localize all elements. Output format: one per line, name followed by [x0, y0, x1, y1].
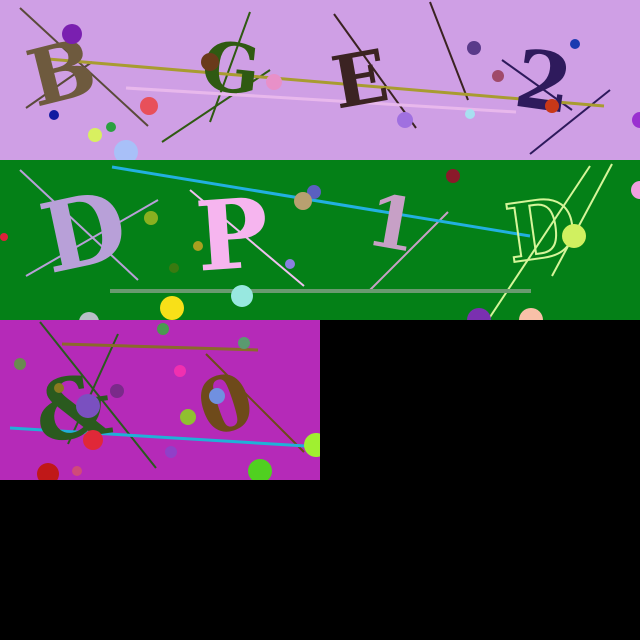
noise-dot	[83, 430, 103, 450]
noise-dot	[238, 337, 250, 349]
noise-dot	[545, 99, 559, 113]
noise-dot	[193, 241, 203, 251]
noise-dot	[157, 323, 169, 335]
noise-dot	[140, 97, 158, 115]
noise-dot	[0, 233, 8, 241]
noise-dot	[209, 388, 225, 404]
noise-dot	[231, 285, 253, 307]
noise-dot	[160, 296, 184, 320]
noise-dot	[106, 122, 116, 132]
noise-dot	[174, 365, 186, 377]
noise-dot	[169, 263, 179, 273]
captcha-panel-middle: D P 1 D	[0, 160, 640, 320]
noise-dot	[397, 112, 413, 128]
noise-dot	[465, 109, 475, 119]
noise-dot	[88, 128, 102, 142]
noise-dot	[165, 446, 177, 458]
noise-dot	[467, 41, 481, 55]
noise-dot	[110, 384, 124, 398]
captcha-char: &	[29, 354, 118, 463]
captcha-image-bottom: & 0	[0, 320, 320, 480]
noise-dot	[72, 466, 82, 476]
captcha-panel-top: B G E 2	[0, 0, 640, 160]
noise-dot	[285, 259, 295, 269]
noise-dot	[201, 53, 219, 71]
noise-dot	[446, 169, 460, 183]
noise-dot	[14, 358, 26, 370]
captcha-image-top: B G E 2	[0, 0, 640, 160]
noise-dot	[562, 224, 586, 248]
noise-dot	[62, 24, 82, 44]
noise-dot	[54, 383, 64, 393]
noise-dot	[492, 70, 504, 82]
captcha-char: P	[192, 176, 272, 294]
noise-dot	[180, 409, 196, 425]
captcha-panel-bottom: & 0	[0, 320, 320, 480]
noise-dot	[266, 74, 282, 90]
noise-dot	[76, 394, 100, 418]
captcha-image-middle: D P 1 D	[0, 160, 640, 320]
noise-dot	[144, 211, 158, 225]
noise-dot	[570, 39, 580, 49]
noise-dot	[294, 192, 312, 210]
noise-dot	[49, 110, 59, 120]
